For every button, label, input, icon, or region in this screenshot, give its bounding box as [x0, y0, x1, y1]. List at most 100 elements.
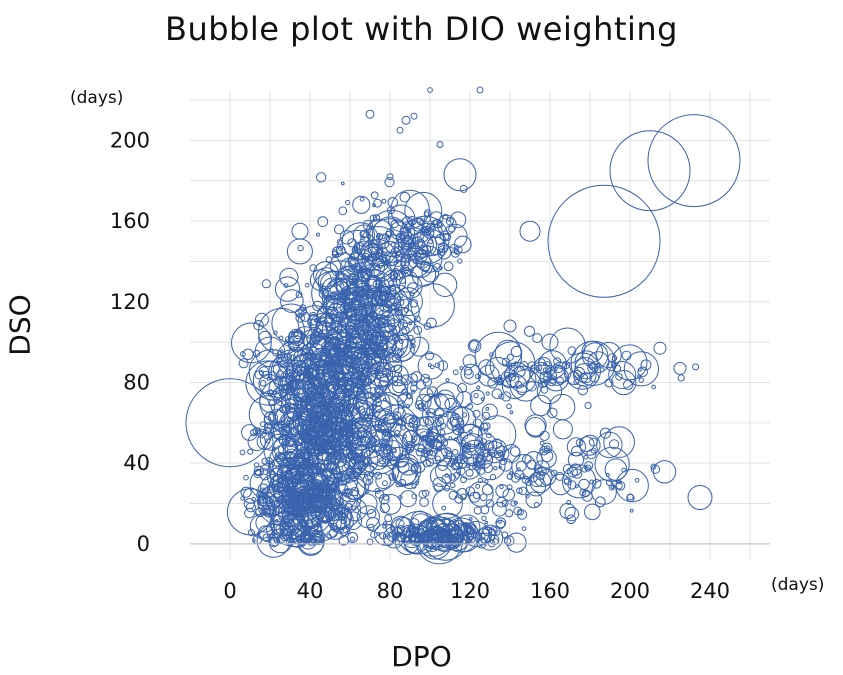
bubble	[509, 410, 514, 415]
bubble	[463, 366, 473, 376]
bubble	[453, 249, 460, 255]
bubble	[411, 483, 417, 489]
bubble	[405, 392, 413, 400]
bubble	[365, 109, 375, 119]
bubble	[461, 443, 484, 466]
bubble	[351, 324, 377, 350]
bubble	[511, 454, 537, 480]
bubble	[263, 426, 271, 435]
bubble	[461, 412, 468, 418]
bubble	[567, 480, 577, 490]
bubble	[499, 484, 504, 490]
bubble	[352, 391, 377, 416]
bubble	[454, 235, 472, 254]
bubble	[261, 279, 271, 289]
bubble	[393, 287, 423, 317]
bubble	[409, 299, 419, 308]
bubble	[355, 387, 391, 423]
bubble	[281, 526, 292, 537]
bubble	[356, 493, 378, 515]
bubble	[353, 241, 365, 253]
bubble	[408, 321, 413, 326]
bubble	[407, 421, 414, 428]
bubble	[358, 313, 377, 332]
bubble	[356, 363, 361, 368]
bubble	[640, 359, 652, 371]
bubble	[295, 397, 300, 402]
bubble	[273, 330, 278, 335]
bubble	[319, 283, 324, 288]
bubble	[514, 469, 525, 480]
bubble	[421, 513, 470, 561]
bubble	[297, 244, 304, 252]
bubble	[584, 503, 601, 521]
bubble	[538, 350, 567, 380]
bubble	[375, 374, 382, 381]
bubble	[567, 346, 577, 356]
bubble	[536, 378, 563, 405]
bubble	[540, 449, 554, 463]
bubble	[536, 448, 557, 469]
bubble	[427, 449, 434, 456]
bubble	[485, 391, 490, 396]
bubble	[594, 496, 606, 508]
bubble	[418, 490, 427, 499]
bubble	[459, 423, 483, 448]
bubble	[468, 429, 473, 434]
bubble	[255, 507, 264, 516]
bubble	[295, 308, 305, 318]
bubble	[306, 444, 316, 454]
bubble	[634, 478, 640, 483]
bubble	[475, 456, 482, 463]
bubble	[611, 355, 618, 361]
bubble	[358, 226, 400, 267]
bubble	[423, 322, 432, 330]
bubble	[292, 473, 317, 498]
bubble	[692, 363, 700, 371]
bubble	[406, 393, 412, 399]
bubble	[390, 189, 430, 229]
bubble	[337, 427, 345, 435]
bubble	[392, 267, 400, 275]
bubble	[439, 230, 450, 241]
bubble	[422, 393, 464, 435]
bubble	[329, 252, 357, 279]
bubble	[594, 446, 630, 482]
bubble	[384, 177, 395, 188]
bubble	[539, 430, 550, 441]
bubble	[525, 491, 543, 509]
bubble	[274, 276, 301, 302]
bubble	[438, 414, 443, 419]
bubble	[450, 482, 456, 489]
bubble	[390, 274, 397, 281]
bubble	[428, 528, 437, 537]
bubble	[378, 238, 390, 250]
bubble	[491, 388, 503, 400]
bubble	[474, 464, 479, 469]
bubble	[456, 391, 473, 408]
bubble	[513, 365, 526, 378]
bubble	[435, 455, 441, 462]
bubble	[409, 336, 430, 357]
bubble	[510, 500, 517, 507]
bubble	[352, 345, 357, 350]
bubble	[374, 471, 383, 480]
bubble	[287, 328, 306, 346]
bubble	[293, 329, 303, 340]
bubble	[259, 427, 284, 451]
bubble	[454, 454, 469, 469]
bubble	[498, 451, 505, 458]
bubble	[425, 458, 435, 467]
bubble	[529, 474, 538, 483]
bubble	[316, 305, 338, 327]
bubble	[397, 372, 402, 378]
bubble	[563, 478, 570, 484]
bubble	[396, 126, 404, 134]
bubble	[366, 363, 378, 375]
bubble	[505, 509, 514, 518]
bubble	[314, 487, 327, 500]
bubble	[334, 425, 343, 434]
bubble	[611, 361, 618, 368]
bubble	[629, 508, 634, 513]
bubble	[240, 496, 246, 501]
